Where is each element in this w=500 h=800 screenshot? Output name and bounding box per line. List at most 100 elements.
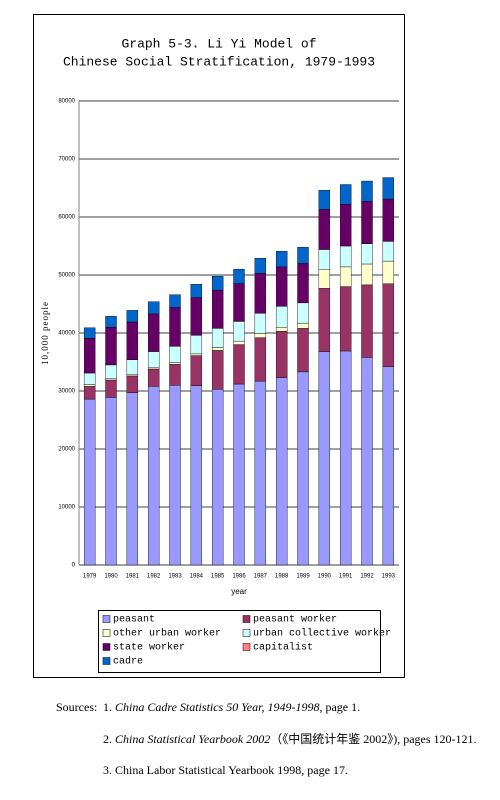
source-detail: China Labor Statistical Yearbook 1998, p… [115, 763, 348, 777]
bar-segment [339, 245, 352, 268]
bar-segment [275, 266, 288, 307]
legend-label: cadre [113, 656, 143, 668]
bar-segment [297, 322, 309, 329]
x-tick-label: 1990 [318, 574, 332, 580]
bar-segment [297, 328, 309, 373]
y-tick-label: 70000 [58, 157, 75, 163]
bar-segment [126, 310, 139, 323]
bar-segment [105, 364, 117, 379]
bar-segment [105, 379, 117, 398]
source-detail: （《中国统计年鉴 2002》), pages 120-121. [270, 731, 476, 746]
bar-segment [190, 335, 203, 355]
bar-segment [126, 373, 139, 377]
bar-segment [318, 288, 331, 352]
bar-segment [297, 263, 309, 304]
source-number: 1. [103, 700, 112, 714]
bar-segment [83, 372, 96, 385]
bar-segment [147, 351, 160, 368]
source-title: China Statistical Yearbook 2002 [115, 732, 270, 746]
bar-segment [105, 378, 117, 381]
y-tick-label: 10000 [58, 505, 75, 511]
legend-label: peasant [113, 615, 155, 626]
x-tick-label: 1987 [254, 574, 268, 580]
legend-swatch [102, 657, 111, 665]
bar-segment [233, 344, 245, 385]
x-tick-label: 1992 [360, 574, 374, 580]
chart-title: Graph 5-3. Li Yi Model of [121, 36, 316, 51]
x-tick-label: 1993 [382, 574, 396, 580]
legend-swatch [102, 615, 111, 623]
x-tick-label: 1979 [83, 574, 97, 580]
x-tick-label: 1985 [211, 574, 225, 580]
bar-segment [339, 350, 352, 566]
bar-segment [169, 307, 181, 347]
bar-segment [211, 347, 224, 351]
bar-segment [318, 269, 331, 289]
bar-segment [275, 377, 288, 566]
y-tick-label: 0 [72, 563, 76, 569]
bar-segment [275, 327, 288, 332]
bar-segment [211, 389, 224, 566]
bar-segment [275, 251, 288, 268]
bar-segment [361, 180, 373, 202]
legend-label: state worker [113, 642, 185, 654]
bar-segment [382, 241, 395, 262]
bar-segment [275, 331, 288, 378]
bar-segment [126, 359, 139, 375]
bar-segment [83, 327, 96, 339]
x-axis-label: year [231, 587, 247, 596]
source-number: 2. [103, 732, 112, 746]
bar-segment [254, 273, 267, 314]
x-tick-label: 1982 [147, 574, 161, 580]
bar-segment [147, 301, 160, 315]
bar-segment [382, 283, 395, 367]
bar-segment [318, 190, 331, 210]
legend [98, 610, 381, 673]
bar-segment [361, 201, 373, 244]
bar-segment [382, 366, 395, 566]
x-tick-label: 1984 [190, 574, 204, 580]
bar-segment [105, 327, 117, 366]
bar-segment [254, 333, 267, 338]
bar-segment [83, 386, 96, 400]
x-tick-label: 1989 [296, 574, 310, 580]
bar-segment [190, 353, 203, 356]
bar-segment [190, 355, 203, 386]
bar-segment [190, 284, 203, 298]
bar-segment [254, 313, 267, 334]
bar-segment [318, 209, 331, 250]
bar-segment [254, 257, 267, 274]
y-axis-label: 10,000 people [40, 301, 50, 365]
bar-segment [318, 351, 331, 566]
bar-segment [361, 357, 373, 566]
bar-segment [254, 380, 267, 566]
bar-segment [339, 266, 352, 287]
y-tick-label: 60000 [58, 215, 75, 221]
source-line: 3. China Labor Statistical Yearbook 1998… [103, 763, 348, 777]
bar-segment [169, 385, 181, 566]
bar-segment [339, 286, 352, 352]
source-line: 1. China Cadre Statistics 50 Year, 1949-… [103, 700, 360, 714]
source-detail: , page 1. [319, 700, 360, 714]
source-title: China Cadre Statistics 50 Year, 1949-199… [115, 700, 319, 714]
x-tick-label: 1988 [275, 574, 289, 580]
bar-segment [126, 392, 139, 566]
bar-segment [169, 294, 181, 308]
bar-segment [361, 284, 373, 358]
bar-segment [190, 385, 203, 566]
bar-segment [233, 340, 245, 345]
x-tick-label: 1991 [339, 574, 353, 580]
y-tick-label: 30000 [58, 389, 75, 395]
bar-segment [339, 184, 352, 205]
bar-segment [126, 321, 139, 360]
legend-label: urban collective worker [253, 628, 391, 640]
legend-label: other urban worker [113, 628, 221, 640]
bar-segment [233, 283, 245, 322]
bar-segment [297, 371, 309, 566]
legend-swatch [242, 629, 251, 637]
bar-segment [190, 297, 203, 336]
bar-segment [211, 275, 224, 291]
x-tick-label: 1986 [232, 574, 246, 580]
y-tick-label: 20000 [58, 447, 75, 453]
y-tick-label: 40000 [58, 331, 75, 337]
